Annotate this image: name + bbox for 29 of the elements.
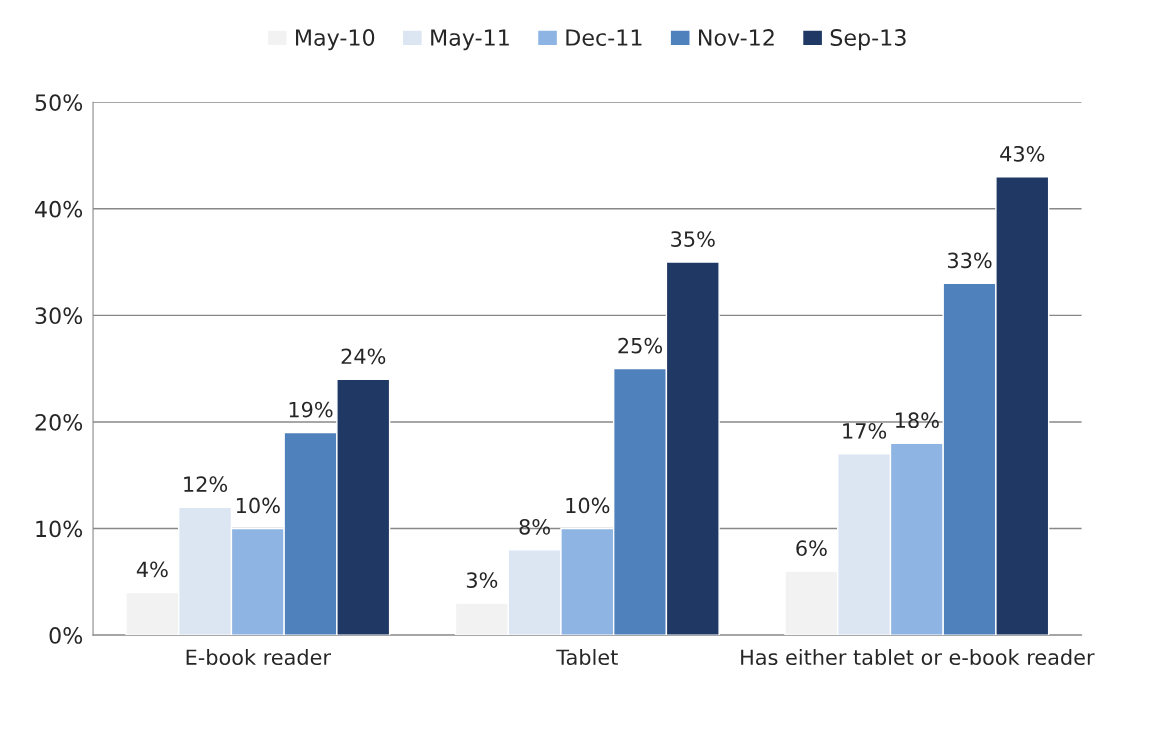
x-tick-label: Has either tablet or e-book reader <box>741 648 1095 666</box>
y-tick-label: 0% <box>49 627 83 644</box>
x-tick-label: Tablet <box>556 648 618 666</box>
data-label: 17% <box>843 423 887 439</box>
data-label: 19% <box>289 401 333 418</box>
data-label: 18% <box>895 412 939 429</box>
data-label: 24% <box>341 348 386 365</box>
data-label: 6% <box>796 540 827 556</box>
y-tick-label: 10% <box>36 520 83 538</box>
data-label: 12% <box>184 476 228 493</box>
x-tick-label: E-book reader <box>186 648 331 666</box>
y-tick-label: 20% <box>35 413 83 431</box>
data-label: 35% <box>671 231 715 247</box>
data-label: 33% <box>947 252 992 269</box>
data-label: 10% <box>566 497 610 514</box>
y-tick-label: 40% <box>35 200 83 218</box>
legend-label: May-10 <box>296 29 375 51</box>
data-label: 10% <box>236 497 280 514</box>
y-tick-label: 30% <box>35 307 83 325</box>
legend-label: Dec-11 <box>566 29 642 46</box>
data-label: 4% <box>136 561 168 578</box>
data-label: 25% <box>618 337 663 354</box>
data-label: 8% <box>519 518 550 535</box>
data-label: 3% <box>466 572 498 588</box>
legend-label: May-11 <box>431 29 509 51</box>
legend-label: Sep-13 <box>830 29 906 51</box>
legend-label: Nov-12 <box>699 29 774 46</box>
data-label: 43% <box>1000 145 1045 162</box>
y-tick-label: 50% <box>35 94 83 111</box>
